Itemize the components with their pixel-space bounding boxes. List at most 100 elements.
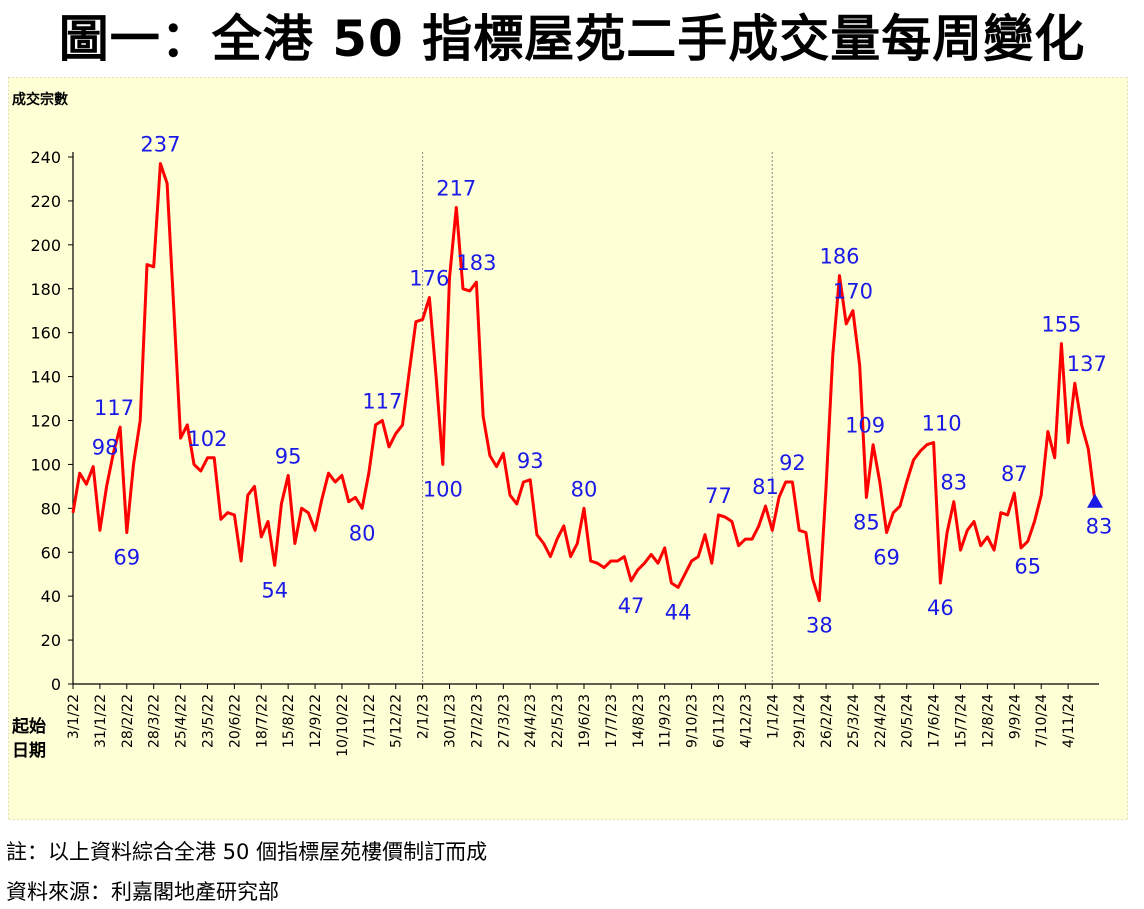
data-point — [845, 322, 848, 325]
data-point — [717, 513, 720, 516]
data-point — [899, 505, 902, 508]
data-point — [872, 443, 875, 446]
data-point — [213, 456, 216, 459]
data-point — [414, 320, 417, 323]
data-point — [919, 450, 922, 453]
x-tick-label: 19/6/23 — [577, 694, 593, 748]
data-point — [253, 485, 256, 488]
x-tick-label: 1/1/24 — [765, 694, 781, 739]
y-tick-label: 20 — [41, 631, 61, 650]
x-tick-label: 28/3/22 — [147, 694, 163, 748]
data-point — [1080, 423, 1083, 426]
data-point — [596, 562, 599, 565]
data-point — [475, 281, 478, 284]
data-point — [804, 531, 807, 534]
data-point — [334, 480, 337, 483]
data-point — [643, 562, 646, 565]
data-point — [455, 206, 458, 209]
data-point — [529, 478, 532, 481]
data-label: 183 — [456, 251, 496, 275]
data-point — [522, 480, 525, 483]
y-tick-label: 220 — [30, 192, 61, 211]
data-point — [818, 599, 821, 602]
data-point — [710, 562, 713, 565]
x-tick-label: 24/4/23 — [523, 694, 539, 748]
data-point — [172, 309, 175, 312]
data-point — [663, 546, 666, 549]
data-point — [132, 463, 135, 466]
data-point — [1033, 520, 1036, 523]
x-tick-label: 17/6/24 — [927, 694, 943, 748]
data-label: 137 — [1067, 352, 1107, 376]
y-tick-label: 100 — [30, 455, 61, 474]
y-axis-label: 成交宗數 — [12, 91, 68, 108]
data-label: 176 — [409, 267, 449, 291]
data-point — [340, 474, 343, 477]
data-label: 117 — [362, 390, 402, 414]
data-point — [179, 437, 182, 440]
data-point — [1020, 546, 1023, 549]
data-label: 38 — [806, 614, 833, 638]
data-point — [838, 274, 841, 277]
data-point — [549, 555, 552, 558]
data-point — [98, 529, 101, 532]
x-tick-label: 29/1/24 — [792, 694, 808, 748]
data-point — [858, 364, 861, 367]
data-point — [287, 474, 290, 477]
data-point — [78, 472, 81, 475]
y-tick-label: 200 — [30, 236, 61, 255]
data-point — [1013, 491, 1016, 494]
data-point — [314, 529, 317, 532]
data-point — [139, 419, 142, 422]
x-tick-label: 14/8/23 — [631, 694, 647, 748]
data-point — [421, 318, 424, 321]
y-tick-labels: 0 20 40 60 80 100 120 140 160 180 200 220 240 — [30, 148, 73, 694]
data-point — [166, 182, 169, 185]
data-point — [159, 162, 162, 165]
x-tick-label: 23/5/22 — [200, 694, 216, 748]
data-point — [266, 520, 269, 523]
data-point — [320, 498, 323, 501]
data-point — [408, 371, 411, 374]
data-point — [771, 529, 774, 532]
data-label: 98 — [92, 436, 119, 460]
data-point — [966, 529, 969, 532]
data-point — [885, 531, 888, 534]
data-point — [388, 445, 391, 448]
data-label: 46 — [927, 596, 954, 620]
data-point — [690, 560, 693, 563]
x-tick-label: 7/11/22 — [362, 694, 378, 748]
x-axis-label-line: 起始 — [11, 716, 46, 737]
x-tick-label: 30/1/23 — [443, 694, 459, 748]
y-tick-label: 160 — [30, 324, 61, 343]
data-point — [381, 419, 384, 422]
data-point — [744, 538, 747, 541]
data-point — [273, 564, 276, 567]
data-point — [751, 538, 754, 541]
y-tick-label: 140 — [30, 368, 61, 387]
data-label: 186 — [819, 245, 859, 269]
data-point — [730, 520, 733, 523]
data-point — [361, 507, 364, 510]
data-point — [280, 502, 283, 505]
data-point — [1026, 540, 1029, 543]
data-label: 47 — [618, 594, 645, 618]
data-point — [152, 265, 155, 268]
data-label: 44 — [665, 600, 692, 624]
data-point — [300, 507, 303, 510]
x-tick-label: 22/4/24 — [873, 694, 889, 748]
y-tick-label: 80 — [41, 499, 61, 518]
data-point — [993, 549, 996, 552]
data-point — [784, 480, 787, 483]
data-point — [125, 531, 128, 534]
x-axis-label-line: 日期 — [12, 741, 46, 761]
x-tick-label: 7/10/24 — [1034, 694, 1050, 748]
x-tick-label: 4/11/24 — [1061, 694, 1077, 748]
x-tick-label: 12/8/24 — [980, 694, 996, 748]
data-point — [583, 507, 586, 510]
data-label: 80 — [571, 477, 598, 501]
data-point — [609, 560, 612, 563]
data-point — [825, 485, 828, 488]
data-point — [435, 375, 438, 378]
data-point — [354, 496, 357, 499]
